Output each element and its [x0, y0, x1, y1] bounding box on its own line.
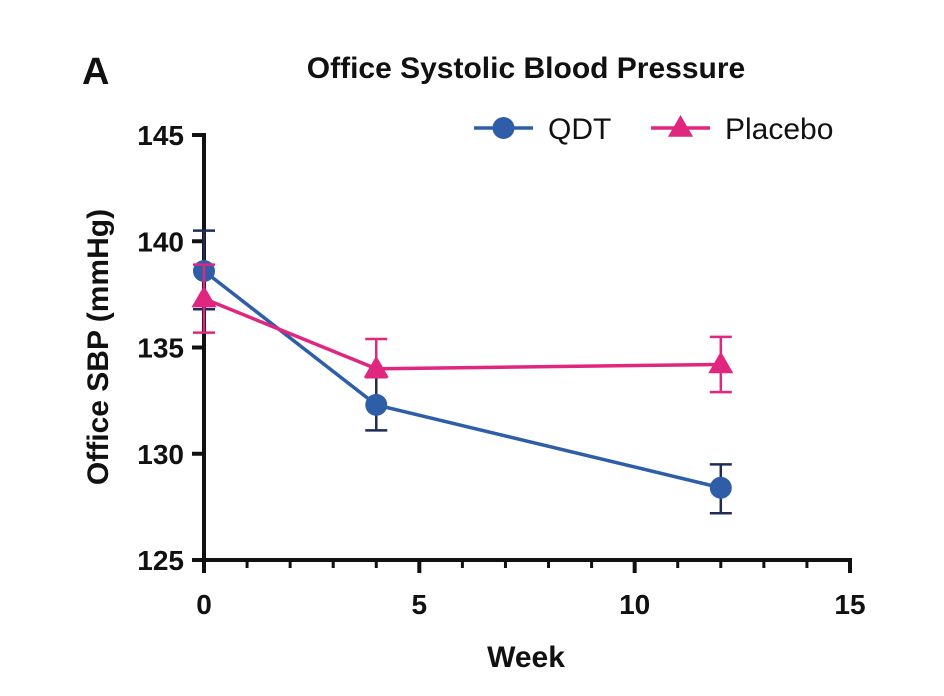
- legend: QDT Placebo: [474, 113, 833, 146]
- y-axis-label: Office SBP (mmHg): [82, 209, 115, 485]
- y-tick-label: 125: [137, 545, 184, 576]
- legend-item-placebo: Placebo: [651, 113, 833, 146]
- x-tick-label: 0: [196, 589, 212, 620]
- data-point: [365, 393, 388, 416]
- series-layer: [191, 229, 734, 515]
- x-tick-label: 10: [619, 589, 650, 620]
- series-placebo: [191, 263, 734, 394]
- panel-label: A: [82, 51, 109, 93]
- y-tick-label: 145: [137, 120, 184, 151]
- series-qdt: [193, 229, 732, 515]
- data-point: [709, 476, 732, 499]
- legend-label: QDT: [548, 113, 611, 146]
- data-point: [191, 285, 217, 308]
- series-line: [203, 297, 721, 371]
- series-line: [202, 269, 722, 490]
- y-tick-label: 140: [137, 226, 184, 257]
- axes: 125 130 135 140 145 0 5 10 15: [137, 120, 865, 620]
- chart-title: Office Systolic Blood Pressure: [307, 52, 745, 85]
- y-tick-label: 130: [137, 439, 184, 470]
- legend-marker: [667, 115, 694, 137]
- x-tick-label: 5: [412, 589, 428, 620]
- data-point: [708, 351, 734, 374]
- legend-marker: [492, 117, 515, 139]
- legend-label: Placebo: [725, 113, 833, 146]
- x-axis-label: Week: [487, 641, 565, 674]
- data-point: [363, 355, 389, 378]
- x-tick-label: 15: [834, 589, 865, 620]
- legend-item-qdt: QDT: [474, 113, 611, 146]
- y-tick-label: 135: [137, 333, 184, 364]
